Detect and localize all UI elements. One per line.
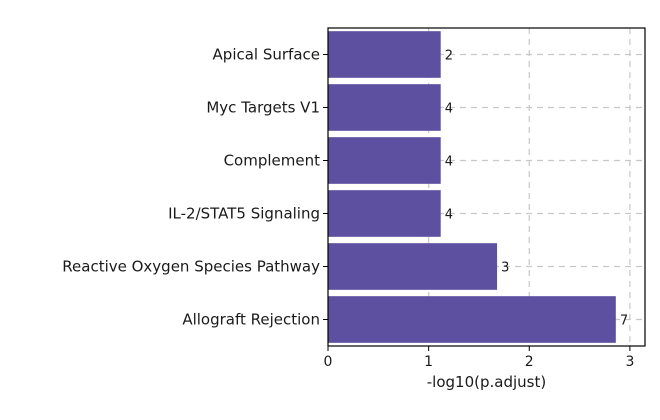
- bar-value-labels: 2 4 4 4 3 7: [445, 49, 628, 329]
- x-tick-label: 1: [424, 354, 433, 370]
- bar-value-label: 4: [445, 208, 453, 223]
- bar-value-label: 4: [445, 155, 453, 170]
- y-axis: Apical Surface Myc Targets V1 Complement IL…: [62, 46, 328, 329]
- plot-frame: [327, 27, 646, 347]
- x-tick-label: 3: [625, 354, 634, 370]
- category-label: IL-2/STAT5 Signaling: [168, 205, 320, 223]
- category-label: Reactive Oxygen Species Pathway: [62, 258, 320, 276]
- bar: [328, 84, 441, 131]
- x-tick-label: 2: [525, 354, 534, 370]
- x-axis: 0 1 2 3: [324, 346, 634, 370]
- bars: [328, 31, 616, 343]
- bar: [328, 31, 441, 78]
- x-tick-label: 0: [324, 354, 333, 370]
- category-label: Apical Surface: [213, 46, 320, 64]
- bar-value-label: 2: [445, 49, 453, 64]
- bar-value-label: 3: [501, 261, 509, 276]
- category-label: Complement: [224, 152, 321, 170]
- category-label: Myc Targets V1: [206, 99, 320, 117]
- bar: [328, 190, 441, 237]
- x-axis-title: -log10(p.adjust): [427, 373, 546, 391]
- bar-value-label: 4: [445, 102, 453, 117]
- bar: [328, 296, 616, 343]
- bar-value-label: 7: [620, 314, 628, 329]
- bar: [328, 137, 441, 184]
- bar: [328, 243, 498, 290]
- category-label: Allograft Rejection: [182, 311, 320, 329]
